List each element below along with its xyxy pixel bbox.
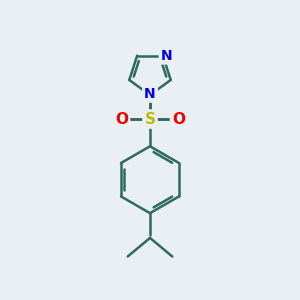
Text: N: N [144,87,156,101]
Text: O: O [172,112,185,127]
Text: O: O [115,112,128,127]
Text: S: S [145,112,155,127]
Text: N: N [161,49,172,63]
